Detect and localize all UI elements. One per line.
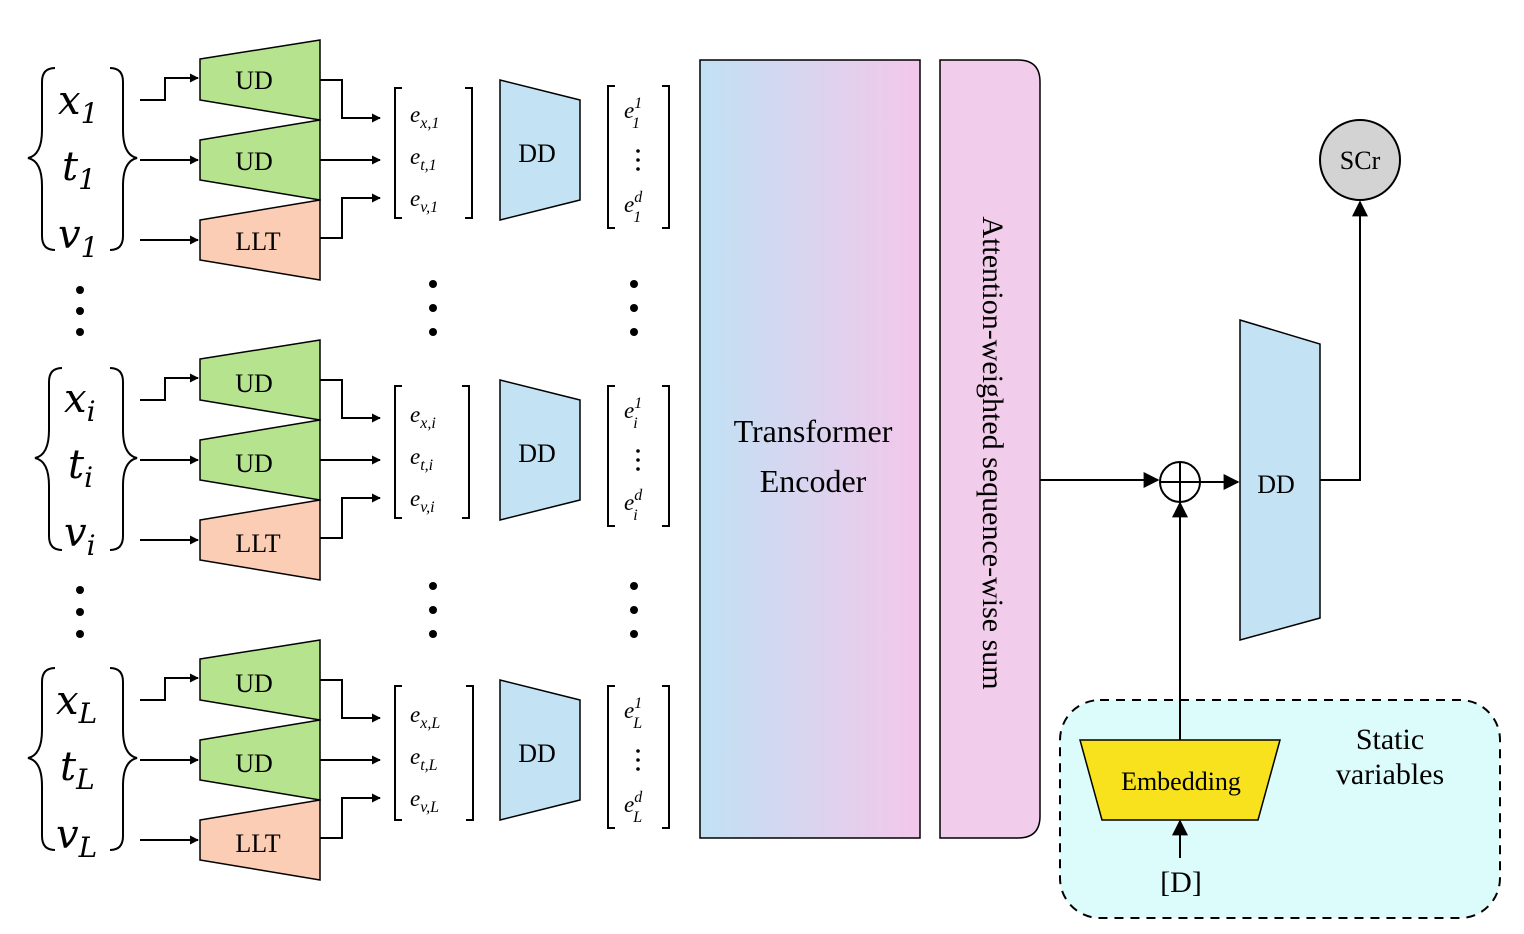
bracket bbox=[607, 385, 615, 527]
transformer-encoder-block bbox=[699, 59, 921, 839]
brace bbox=[109, 667, 138, 851]
embedding-label: Embedding bbox=[1121, 767, 1241, 796]
output-e1: e1 1 bbox=[624, 95, 641, 132]
input-var-x: xi bbox=[64, 376, 96, 428]
static-label-line1: Static bbox=[1356, 723, 1424, 756]
ud-encoder-label: UD bbox=[235, 369, 273, 398]
dd-block bbox=[499, 679, 581, 821]
dd-block bbox=[499, 79, 581, 221]
sequence-ellipsis bbox=[76, 582, 638, 638]
ud-encoder-label: UD bbox=[235, 449, 273, 478]
brace bbox=[34, 367, 63, 551]
llt-encoder-v bbox=[199, 799, 321, 881]
embedding-ex: ex,i bbox=[410, 402, 436, 432]
bracket bbox=[662, 85, 670, 229]
bracket bbox=[607, 85, 615, 229]
embedding-ex: ex,1 bbox=[410, 102, 439, 132]
final-dd-label: DD bbox=[1257, 470, 1295, 499]
llt-encoder-v bbox=[199, 199, 321, 281]
output-ed: ed 1 bbox=[624, 189, 643, 226]
dd-label: DD bbox=[518, 439, 556, 468]
attention-sum-block bbox=[939, 59, 1041, 839]
input-var-v: vi bbox=[64, 510, 96, 562]
input-var-t: tL bbox=[60, 744, 95, 796]
ud-encoder-label: UD bbox=[235, 66, 273, 95]
llt-encoder-v bbox=[199, 499, 321, 581]
brace bbox=[109, 367, 138, 551]
input-var-t: ti bbox=[68, 442, 93, 494]
sequence-group-i: xi ti vi UD UD LLT ex,i et,i ev,i DD e1 i… bbox=[34, 339, 670, 581]
transformer-label-line2: Encoder bbox=[760, 463, 867, 499]
final-dd-block bbox=[1239, 318, 1321, 641]
embedding-et: et,L bbox=[410, 744, 438, 774]
output-e1: e1 i bbox=[624, 395, 642, 432]
vertical-ellipsis bbox=[636, 149, 640, 171]
ud-encoder-label: UD bbox=[235, 749, 273, 778]
embedding-block bbox=[1079, 739, 1281, 821]
bracket bbox=[394, 87, 402, 219]
embedding-et: et,i bbox=[410, 444, 433, 474]
input-var-x: x1 bbox=[58, 78, 98, 130]
sequence-group-L: xL tL vL UD UD LLT ex,L et,L ev,L DD e1 L… bbox=[27, 639, 670, 881]
bracket bbox=[662, 685, 670, 829]
bracket bbox=[462, 385, 470, 519]
embedding-ev: ev,L bbox=[410, 786, 439, 816]
scr-output-node bbox=[1319, 119, 1401, 201]
transformer-label-line1: Transformer bbox=[734, 413, 893, 449]
dd-label: DD bbox=[518, 139, 556, 168]
ud-encoder-label: UD bbox=[235, 147, 273, 176]
llt-encoder-label: LLT bbox=[235, 227, 280, 256]
vertical-ellipsis bbox=[636, 449, 640, 471]
bracket bbox=[607, 685, 615, 829]
vertical-ellipsis bbox=[636, 749, 640, 771]
brace bbox=[27, 667, 56, 851]
ud-encoder-label: UD bbox=[235, 669, 273, 698]
static-label-line2: variables bbox=[1336, 758, 1444, 791]
input-var-x: xL bbox=[56, 678, 97, 730]
input-var-v: v1 bbox=[58, 212, 98, 264]
embedding-et: et,1 bbox=[410, 144, 437, 174]
embedding-ev: ev,i bbox=[410, 486, 435, 516]
brace bbox=[27, 67, 56, 251]
output-ed: ed i bbox=[624, 487, 643, 524]
scr-output-label: SCr bbox=[1340, 146, 1381, 175]
embedding-ev: ev,1 bbox=[410, 186, 438, 216]
sequence-ellipsis bbox=[76, 280, 638, 336]
brace bbox=[109, 67, 138, 251]
output-ed: ed L bbox=[624, 789, 643, 826]
llt-encoder-label: LLT bbox=[235, 529, 280, 558]
input-var-v: vL bbox=[56, 812, 97, 864]
static-input-label: [D] bbox=[1160, 866, 1202, 899]
bracket bbox=[394, 685, 402, 821]
llt-encoder-label: LLT bbox=[235, 829, 280, 858]
bracket bbox=[465, 87, 473, 219]
embedding-ex: ex,L bbox=[410, 702, 440, 732]
input-var-t: t1 bbox=[62, 144, 96, 196]
bracket bbox=[394, 385, 402, 519]
sequence-group-1: x1 t1 v1 UD UD LLT ex,1 et,1 ev,1 DD e1 1 bbox=[27, 39, 670, 281]
dd-label: DD bbox=[518, 739, 556, 768]
bracket bbox=[466, 685, 474, 821]
dd-block bbox=[499, 379, 581, 521]
concat-plus-icon bbox=[1159, 461, 1201, 503]
bracket bbox=[662, 385, 670, 527]
attention-sum-label: Attention-weighted sequence-wise sum bbox=[976, 216, 1009, 689]
output-e1: e1 L bbox=[624, 695, 642, 732]
